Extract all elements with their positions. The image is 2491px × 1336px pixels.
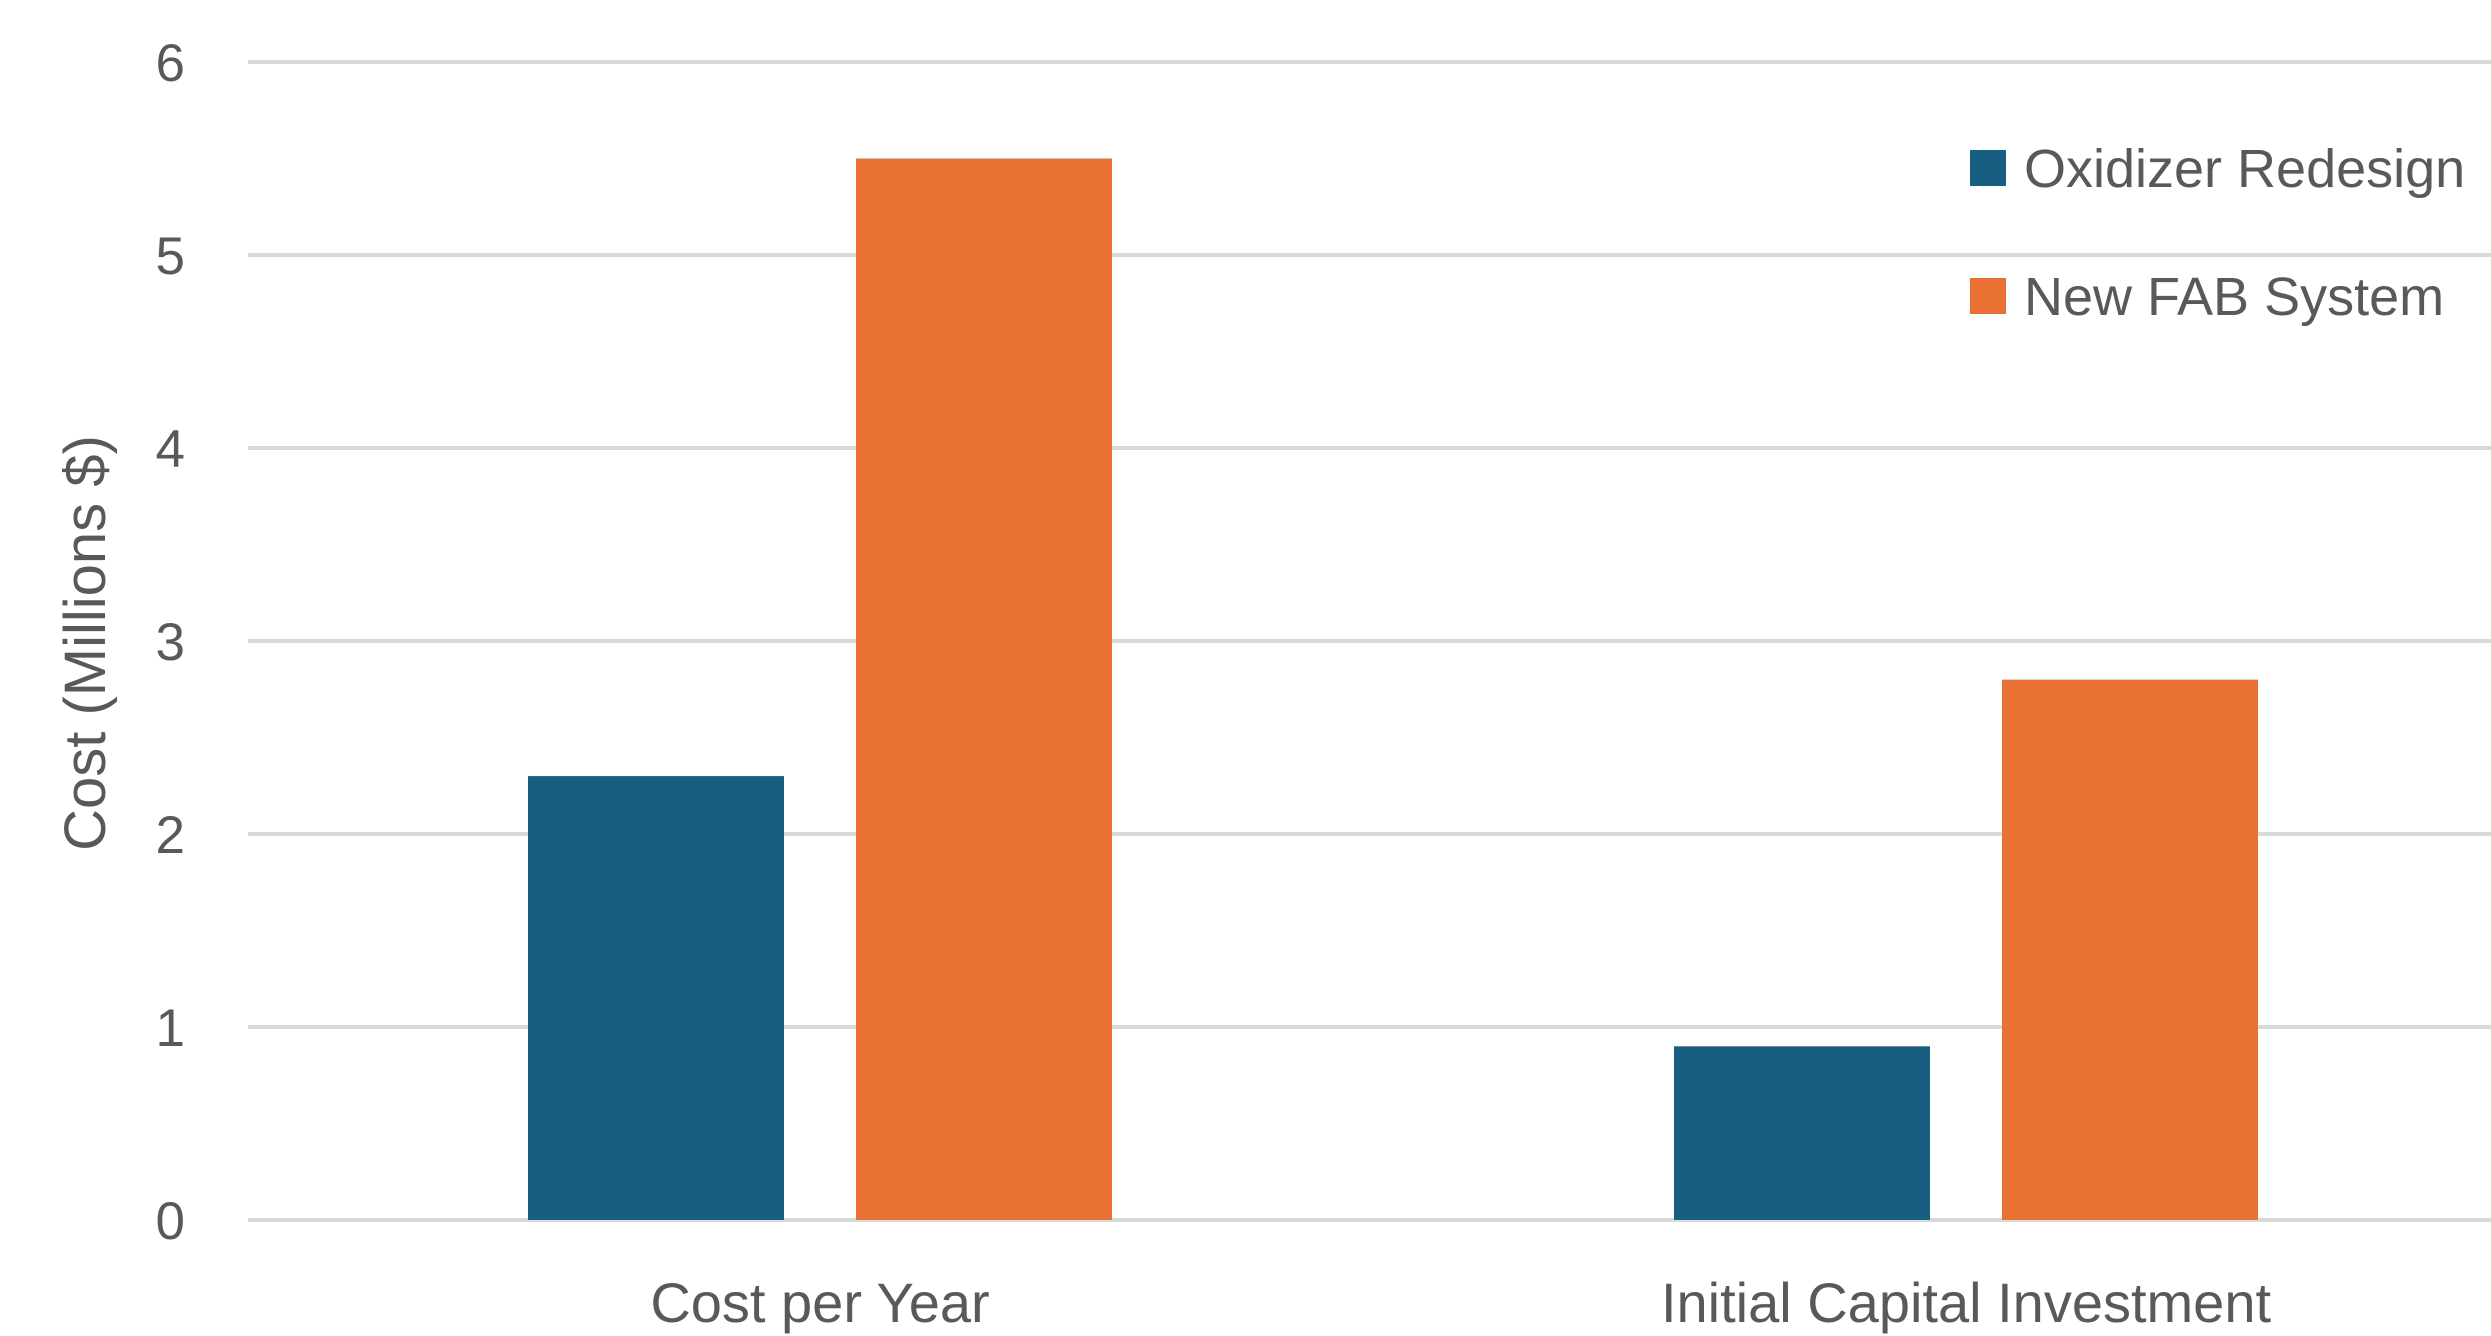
legend: Oxidizer Redesign New FAB System bbox=[1970, 139, 2465, 327]
legend-label: Oxidizer Redesign bbox=[2024, 139, 2465, 199]
legend-swatch bbox=[1970, 278, 2006, 314]
x-category-label: Initial Capital Investment bbox=[1661, 1271, 2272, 1334]
x-category-label: Cost per Year bbox=[650, 1271, 989, 1334]
y-tick-label: 0 bbox=[156, 1192, 185, 1251]
bar-oxidizer-redesign-initial-capital-investment bbox=[1674, 1046, 1930, 1220]
x-axis-categories: Cost per Year Initial Capital Investment bbox=[650, 1271, 2271, 1334]
bar-new-fab-system-initial-capital-investment bbox=[2002, 679, 2258, 1220]
y-tick-label: 4 bbox=[156, 420, 185, 479]
bar-oxidizer-redesign-cost-per-year bbox=[528, 776, 784, 1220]
legend-label: New FAB System bbox=[2024, 267, 2444, 327]
y-axis-label: Cost (Millions $) bbox=[53, 435, 118, 851]
bar-new-fab-system-cost-per-year bbox=[856, 158, 1112, 1220]
bars bbox=[528, 158, 2258, 1220]
y-tick-label: 2 bbox=[156, 806, 185, 865]
y-tick-label: 5 bbox=[156, 227, 185, 286]
y-tick-label: 6 bbox=[156, 34, 185, 93]
y-tick-label: 1 bbox=[156, 999, 185, 1058]
y-axis-ticks: 0 1 2 3 4 5 6 bbox=[156, 34, 185, 1251]
y-tick-label: 3 bbox=[156, 613, 185, 672]
legend-swatch bbox=[1970, 150, 2006, 186]
